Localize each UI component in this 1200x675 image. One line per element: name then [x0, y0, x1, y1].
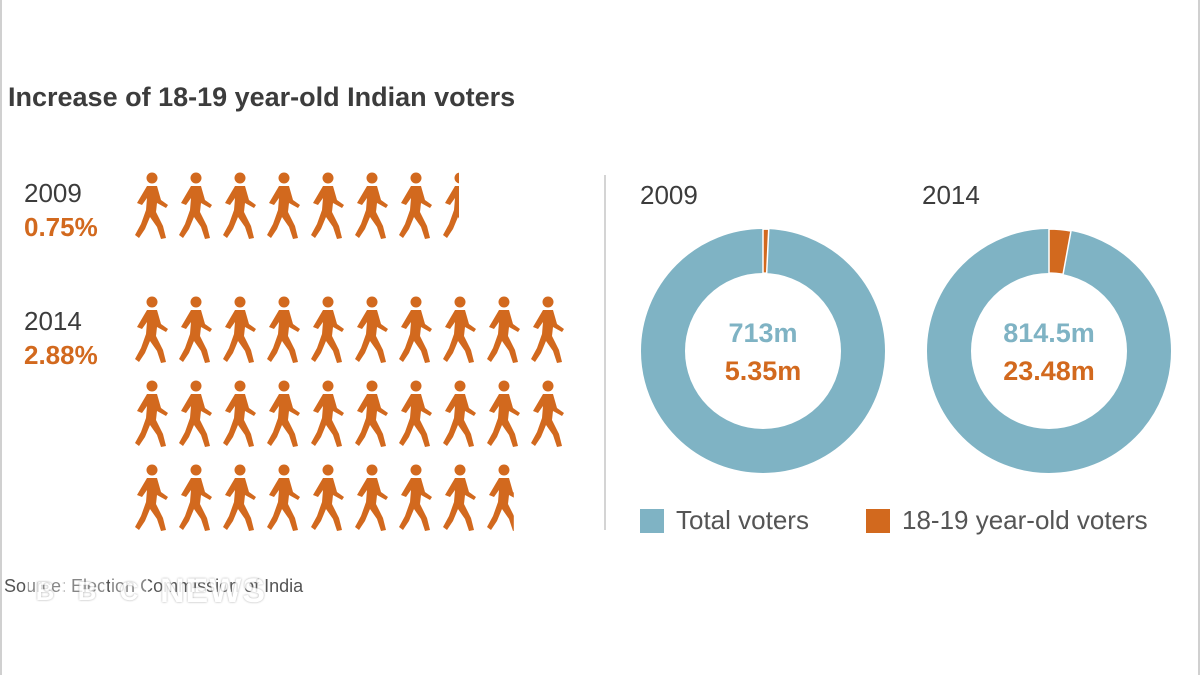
- walking-person-icon: [223, 172, 256, 239]
- percent-label-2009: 0.75%: [24, 212, 98, 242]
- walking-person-icon: [443, 296, 476, 363]
- legend-item-young: 18-19 year-old voters: [866, 505, 1148, 536]
- walking-person-icon: [179, 172, 212, 239]
- walking-person-icon: [223, 380, 256, 447]
- donut-chart-2009: 713m 5.35m: [640, 228, 886, 474]
- walking-person-icon: [135, 172, 168, 239]
- donut-year-2014: 2014: [922, 180, 980, 210]
- walking-person-icon: [311, 172, 344, 239]
- chart-title: Increase of 18-19 year-old Indian voters: [8, 82, 516, 112]
- bbc-logo-box: B: [26, 572, 64, 611]
- walking-person-icon: [355, 464, 388, 531]
- walking-person-icon: [311, 464, 344, 531]
- walking-person-icon: [179, 296, 212, 363]
- percent-label-2014: 2.88%: [24, 340, 98, 370]
- total-voters-slice: [927, 229, 1171, 473]
- donut-total-label-2014: 814.5m: [1003, 318, 1095, 348]
- walking-person-icon: [135, 380, 168, 447]
- section-divider: [604, 175, 606, 530]
- bbc-news-watermark: B B C NEWS: [26, 572, 266, 611]
- walking-person-icon: [267, 172, 300, 239]
- walking-person-icon: [179, 380, 212, 447]
- walking-person-icon: [267, 296, 300, 363]
- walking-person-icon: [355, 172, 388, 239]
- walking-person-icon: [531, 296, 564, 363]
- walking-person-icon: [355, 380, 388, 447]
- walking-person-icon: [443, 464, 476, 531]
- walking-person-icon: [399, 380, 432, 447]
- walking-person-icon: [179, 464, 212, 531]
- walking-person-icon: [399, 296, 432, 363]
- walking-person-icon: [311, 296, 344, 363]
- walking-person-icon: [399, 172, 432, 239]
- news-wordmark: NEWS: [160, 572, 266, 610]
- legend-item-total: Total voters: [640, 505, 809, 536]
- legend-label-young: 18-19 year-old voters: [902, 505, 1148, 535]
- walking-person-icon: [443, 172, 459, 239]
- walking-person-icon: [135, 464, 168, 531]
- frame-border-left: [0, 0, 2, 675]
- bbc-logo-box: B: [68, 572, 106, 611]
- total-voters-slice: [641, 229, 885, 473]
- frame-border-right: [1198, 0, 1200, 675]
- walking-person-icon: [487, 296, 520, 363]
- walking-person-icon: [267, 380, 300, 447]
- walking-person-icon: [135, 296, 168, 363]
- walking-person-icon: [399, 464, 432, 531]
- walking-person-icon: [267, 464, 300, 531]
- donut-year-2009: 2009: [640, 180, 698, 210]
- walking-person-icon: [531, 380, 564, 447]
- donut-total-label-2009: 713m: [728, 318, 798, 348]
- walking-person-icon: [355, 296, 388, 363]
- pictogram-area: [135, 172, 564, 531]
- walking-person-icon: [223, 296, 256, 363]
- donut-young-label-2009: 5.35m: [724, 356, 802, 386]
- legend-label-total: Total voters: [676, 505, 809, 535]
- legend-swatch-young: [866, 508, 890, 533]
- walking-person-icon: [487, 464, 514, 531]
- walking-person-icon: [311, 380, 344, 447]
- walking-person-icon: [487, 380, 520, 447]
- legend-swatch-total: [640, 508, 664, 533]
- source-note: Source: Election Commission of India: [4, 576, 304, 596]
- year-label-2009: 2009: [24, 178, 82, 208]
- donut-young-label-2014: 23.48m: [1003, 356, 1095, 386]
- year-label-2014: 2014: [24, 306, 82, 336]
- walking-person-icon: [223, 464, 256, 531]
- walking-person-icon: [443, 380, 476, 447]
- donut-chart-2014: 814.5m 23.48m: [926, 228, 1172, 474]
- bbc-logo-box: C: [110, 572, 148, 611]
- young-voters-slice: [762, 228, 770, 274]
- young-voters-slice: [1048, 228, 1072, 276]
